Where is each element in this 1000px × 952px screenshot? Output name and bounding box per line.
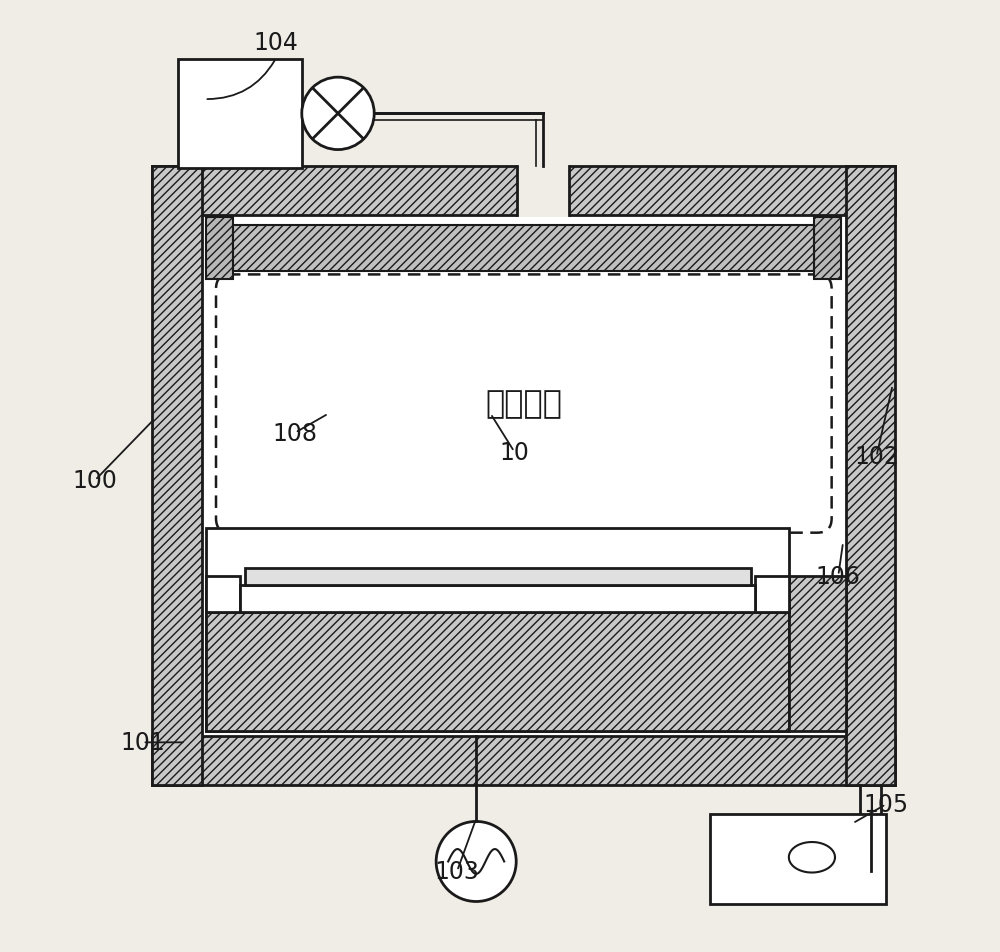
Bar bbox=[517, 165, 569, 218]
Text: 106: 106 bbox=[816, 564, 861, 588]
Bar bbox=[206, 218, 233, 280]
Text: 100: 100 bbox=[73, 468, 117, 493]
Bar bbox=[178, 60, 302, 169]
FancyBboxPatch shape bbox=[216, 275, 832, 533]
Bar bbox=[206, 612, 789, 731]
Circle shape bbox=[436, 822, 516, 902]
Bar bbox=[206, 528, 789, 731]
Text: 102: 102 bbox=[854, 445, 899, 469]
Bar bbox=[206, 576, 240, 612]
Bar bbox=[152, 167, 895, 785]
Bar bbox=[233, 227, 814, 272]
Bar bbox=[152, 167, 895, 216]
Bar bbox=[814, 218, 841, 280]
Text: 101: 101 bbox=[120, 730, 165, 755]
Text: 108: 108 bbox=[273, 421, 318, 446]
Bar bbox=[846, 167, 895, 785]
Circle shape bbox=[302, 78, 374, 150]
Bar bbox=[245, 568, 751, 585]
Bar bbox=[789, 576, 846, 731]
Text: 104: 104 bbox=[254, 30, 298, 55]
Text: 105: 105 bbox=[863, 792, 909, 817]
Bar bbox=[755, 576, 789, 612]
Bar bbox=[152, 167, 202, 785]
Text: 103: 103 bbox=[435, 859, 480, 883]
Bar bbox=[710, 814, 886, 904]
Text: 10: 10 bbox=[499, 440, 529, 465]
Bar bbox=[152, 736, 895, 785]
Text: 等离子体: 等离子体 bbox=[485, 388, 562, 420]
Bar bbox=[240, 585, 755, 612]
